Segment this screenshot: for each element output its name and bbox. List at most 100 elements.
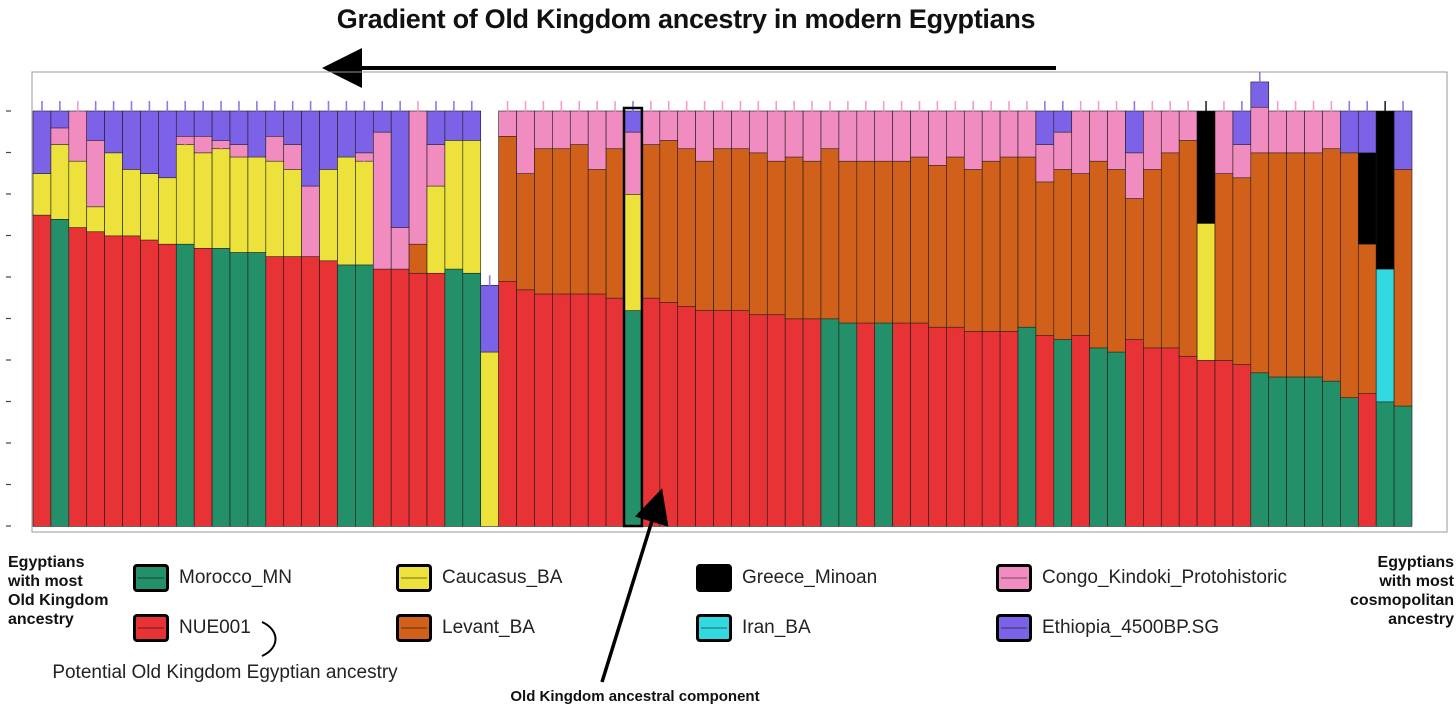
legend-label: Greece_Minoan [742,567,878,588]
bar-column [623,101,643,527]
bar-column [1089,101,1108,527]
legend-swatch [133,614,169,642]
bar-column [731,101,750,527]
bar-segment [1071,172,1090,336]
bar-column [1268,101,1287,527]
bar-segment [283,168,302,257]
bar-segment [1053,168,1073,340]
legend-label: Ethiopia_4500BP.SG [1042,617,1220,638]
bar-segment [641,297,661,527]
bar-segment [892,160,911,324]
bar-segment [175,243,195,527]
right-annotation-line: ancestry [1388,611,1454,628]
bar-column [229,101,249,527]
bar-segment [158,243,177,527]
bar-segment [1196,222,1216,361]
bar-segment [1286,152,1305,378]
bar-segment [784,318,804,527]
bar-segment [1375,268,1395,403]
bar-column [408,101,428,527]
bar-segment [1017,156,1037,328]
bar-segment [820,148,840,320]
legend-item-greece-minoan: Greece_Minoan [696,561,877,595]
bar-segment [265,255,285,527]
bar-segment [1268,376,1287,527]
bar-segment [337,264,356,527]
bar-column [587,101,607,527]
plot-frame [31,71,1448,533]
bar-segment [1125,197,1144,340]
legend-label: Caucasus_BA [442,567,563,588]
bar-column [1322,101,1341,527]
left-annotation-line: Old Kingdom [8,592,109,609]
bar-column [1017,101,1037,527]
bar-column [104,101,123,527]
bar-segment [498,280,517,527]
left-annotation-line: with most [8,573,83,590]
right-annotation-line: Egyptians [1377,554,1454,571]
bar-column [140,101,159,527]
bar-segment [122,168,141,237]
bar-segment [390,110,410,228]
bar-segment [749,152,768,316]
bar-column [372,101,392,527]
bar-segment [444,268,464,527]
bar-segment [1160,152,1180,349]
bar-column [122,101,141,527]
bar-segment [229,156,249,253]
legend-swatch [396,564,432,592]
bar-column [355,101,374,527]
bar-column [766,101,786,527]
bar-segment [874,322,893,527]
bar-column [283,101,302,527]
bar-segment [1143,347,1162,527]
bar-segment [247,251,267,527]
bar-column [820,101,840,527]
ancestral-component-note: Old Kingdom ancestral component [510,688,760,705]
bar-segment [104,152,123,237]
bar-column [695,101,714,527]
bar-column [910,101,929,527]
bar-segment [247,156,267,253]
legend-label: Congo_Kindoki_Protohistoric [1042,567,1288,588]
legend-label: Iran_BA [742,617,811,638]
bar-segment [283,255,302,527]
bar-segment [892,322,911,527]
bar-segment [86,231,105,527]
bar-segment [963,168,983,332]
bar-segment [301,110,320,187]
bar-segment [480,351,499,527]
legend-swatch [996,564,1032,592]
bar-segment [946,156,965,328]
legend-swatch [133,564,169,592]
bar-column [1357,101,1377,527]
bar-segment [874,160,893,324]
bar-column [552,101,571,527]
bar-column [1125,101,1144,527]
bar-segment [516,172,535,291]
bar-column [319,101,338,527]
bar-segment [1214,172,1234,361]
bar-segment [659,301,679,527]
bar-segment [981,330,1001,527]
bar-segment [158,110,177,179]
bar-segment [193,247,213,527]
bar-column [892,101,911,527]
bar-segment [820,318,840,527]
legend-item-iran-ba: Iran_BA [696,611,811,645]
bar-column [659,101,679,527]
bar-segment [1107,168,1126,353]
bar-segment [695,160,714,311]
bar-column [928,101,947,527]
bar-column [999,101,1019,527]
bar-segment [605,148,625,299]
bar-column [1035,101,1055,527]
bar-column [981,101,1001,527]
bar-segment [677,305,696,527]
bar-segment [910,322,929,527]
bar-column [713,101,732,527]
bar-segment [301,255,320,527]
bar-segment [462,139,482,274]
legend-label: Morocco_MN [179,567,292,588]
bar-column [175,101,195,527]
